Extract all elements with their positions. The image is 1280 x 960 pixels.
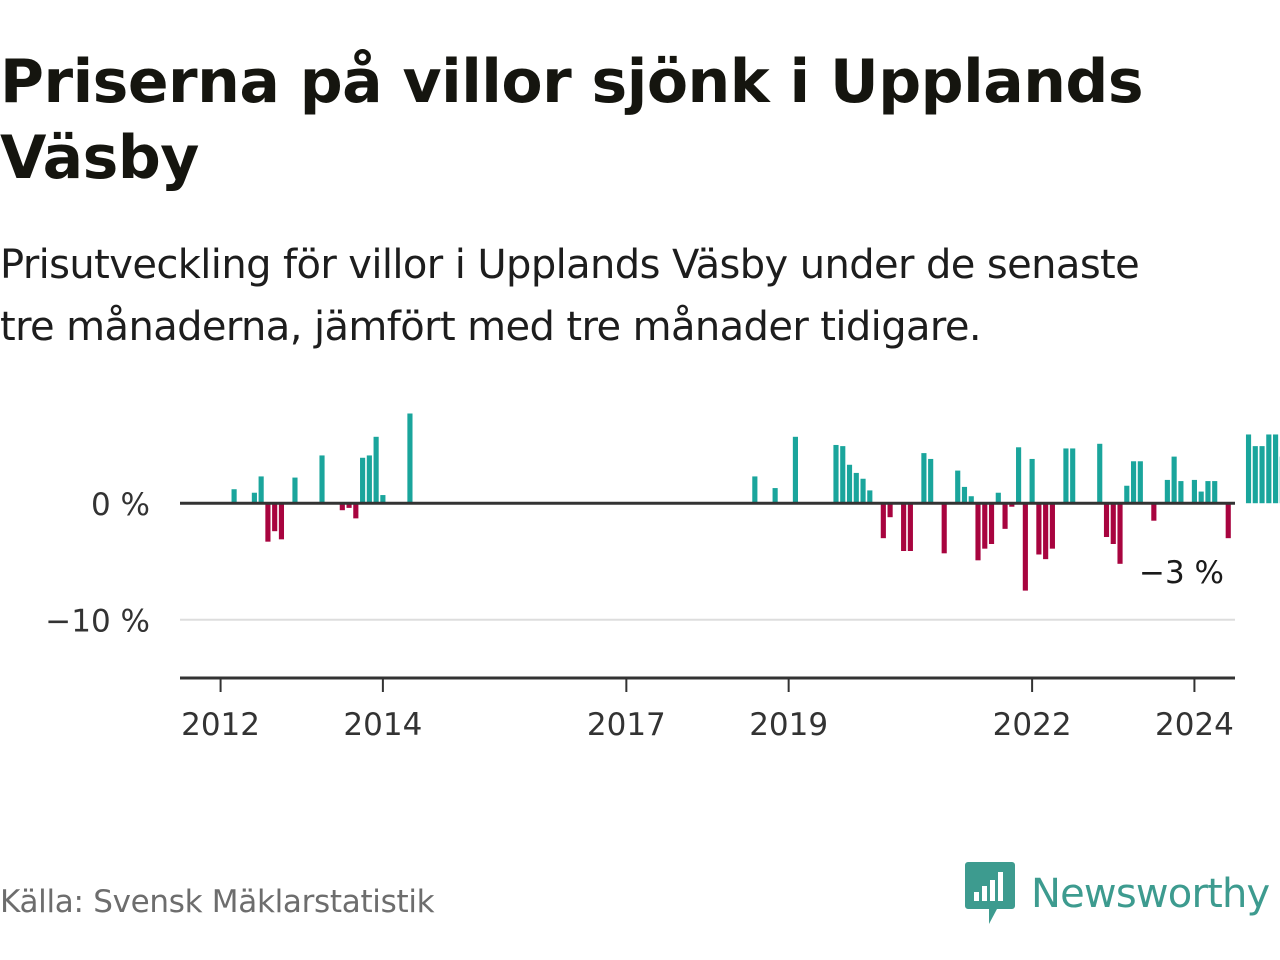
bar [887, 503, 893, 518]
newsworthy-brand: Newsworthy [965, 862, 1270, 926]
bar [1225, 503, 1231, 539]
bar [1178, 481, 1184, 504]
bar [1117, 503, 1123, 564]
bar [1110, 503, 1116, 544]
subtitle-line-1: Prisutveckling för villor i Upplands Väs… [0, 242, 1140, 288]
bar [1273, 434, 1279, 504]
bar [941, 503, 947, 554]
bar [853, 472, 859, 504]
bar [846, 464, 853, 504]
bar [792, 436, 798, 504]
bar [1266, 434, 1272, 504]
x-tick-label: 2019 [749, 707, 828, 743]
bar [1252, 446, 1258, 504]
x-tick-label: 2024 [1155, 707, 1234, 743]
bar [1029, 458, 1035, 504]
bar [366, 455, 372, 504]
bar [867, 490, 873, 504]
y-tick-label: 0 % [91, 487, 150, 523]
bar [1198, 491, 1204, 504]
bar [1259, 446, 1265, 504]
x-axis-ticks: 2012 2014 2017 2019 2022 2024 [181, 678, 1234, 743]
bar [1212, 481, 1218, 504]
bar [1191, 479, 1197, 504]
brand-name: Newsworthy [1031, 871, 1270, 917]
bar [251, 492, 257, 504]
bar [1036, 503, 1042, 555]
bar [1151, 503, 1157, 521]
x-tick-label: 2022 [993, 707, 1072, 743]
bar [1009, 503, 1015, 507]
x-tick-label: 2012 [181, 707, 260, 743]
bar [272, 503, 278, 532]
bar [982, 503, 988, 549]
bar [258, 476, 264, 504]
bar [346, 503, 352, 508]
bar [1070, 448, 1076, 504]
bar [1164, 479, 1170, 504]
page-title: Priserna på villor sjönk i Upplands Väsb… [0, 47, 1144, 193]
price-change-bar-chart: 0 % −10 % 2012 2014 2017 2019 2022 2024 −3 % [45, 413, 1280, 743]
subtitle-line-2: tre månaderna, jämfört med tre månader t… [0, 304, 982, 350]
bar [1137, 461, 1143, 504]
last-value-label: −3 % [1139, 555, 1224, 591]
bar [1016, 447, 1022, 504]
bar [292, 477, 298, 504]
source-credit: Källa: Svensk Mäklarstatistik [0, 884, 435, 920]
bar [1022, 503, 1028, 591]
bar [988, 503, 995, 544]
bar [380, 495, 386, 504]
bar [231, 489, 237, 504]
bar [353, 503, 359, 519]
bar [901, 503, 907, 551]
bar [975, 503, 981, 561]
bar [1205, 481, 1211, 504]
bars [231, 413, 1280, 591]
bar [968, 496, 974, 504]
bar [278, 503, 285, 540]
newsworthy-logo-icon [965, 862, 1015, 924]
bar [373, 436, 379, 504]
bar [1063, 448, 1069, 504]
bar [955, 470, 961, 504]
bar [339, 503, 345, 511]
bar [833, 444, 839, 504]
bar [1103, 503, 1110, 538]
bar [840, 446, 846, 504]
bar [1097, 443, 1103, 504]
bar [407, 413, 413, 504]
bar [1130, 461, 1137, 504]
bar [319, 455, 325, 504]
bar [1043, 503, 1049, 560]
y-axis-labels: 0 % −10 % [45, 487, 150, 640]
y-tick-label: −10 % [45, 604, 150, 640]
bar [772, 488, 778, 504]
bar [1171, 456, 1177, 504]
bar [860, 478, 866, 504]
bar [921, 453, 927, 504]
bar [907, 503, 913, 551]
bar [1124, 485, 1130, 504]
bar [880, 503, 886, 539]
chart-subtitle: Prisutveckling för villor i Upplands Väs… [0, 234, 1280, 358]
bar [1049, 503, 1055, 549]
bar [752, 476, 758, 504]
bar [265, 503, 271, 542]
x-tick-label: 2017 [587, 707, 666, 743]
bar [1245, 434, 1252, 504]
bar [1002, 503, 1008, 529]
bar [961, 486, 968, 504]
bar [928, 458, 934, 504]
bar [995, 492, 1001, 504]
x-tick-label: 2014 [343, 707, 422, 743]
bar [360, 457, 366, 504]
